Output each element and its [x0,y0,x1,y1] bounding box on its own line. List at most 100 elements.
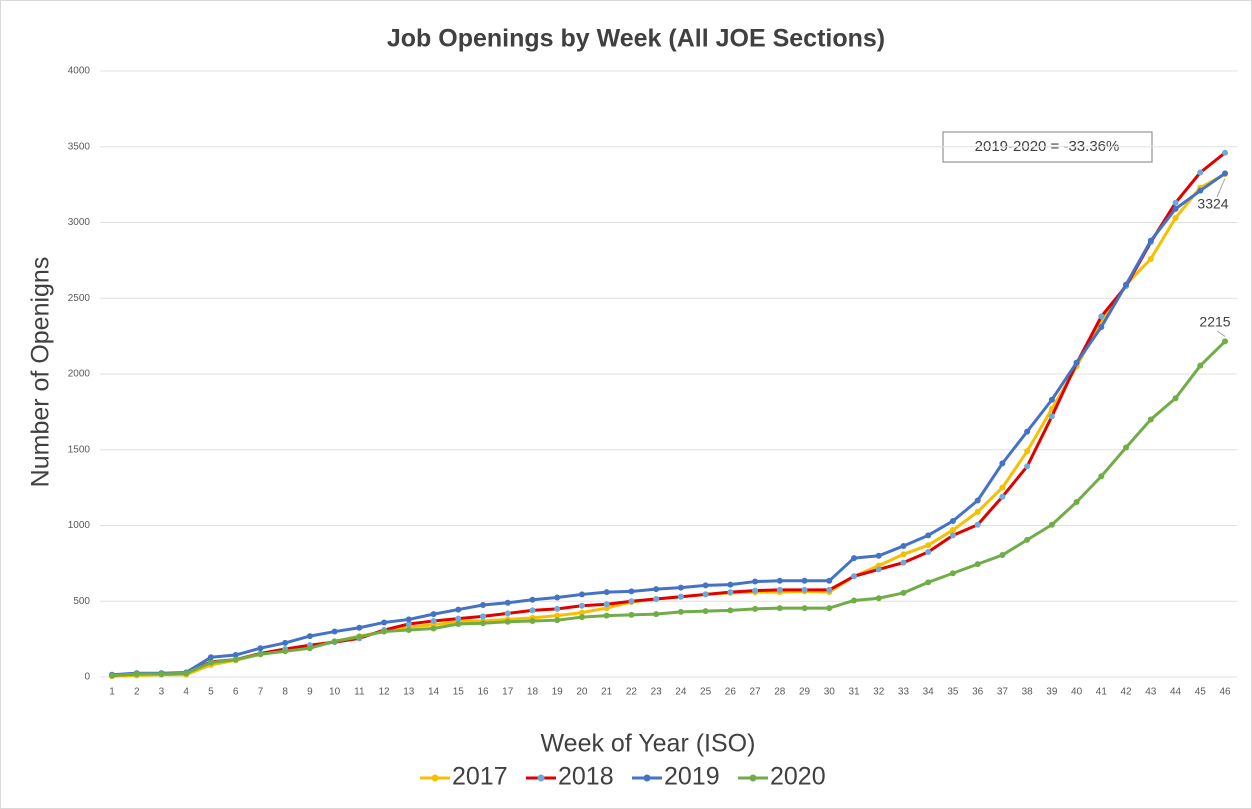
x-tick-label: 10 [329,687,341,698]
data-point [628,598,635,605]
data-point [554,612,561,619]
data-point [405,616,412,623]
data-point [603,589,610,596]
y-tick-label: 2000 [68,369,91,380]
data-point [1197,362,1204,369]
y-tick-label: 3000 [68,217,91,228]
y-tick-label: 3500 [68,141,91,152]
x-tick-label: 31 [848,687,860,698]
data-point [900,542,907,549]
legend-label: 2019 [664,763,720,791]
data-point [653,586,660,593]
data-point [974,561,981,568]
data-point [282,648,289,655]
data-point [430,617,437,624]
legend-marker [431,774,439,782]
data-point [331,628,338,635]
data-point [282,639,289,646]
data-point [1172,395,1179,402]
data-point [381,619,388,626]
data-point [232,652,239,659]
data-point [677,608,684,615]
data-point [875,566,882,573]
legend-label: 2018 [558,763,614,791]
data-point [578,591,585,598]
data-point [578,614,585,621]
x-tick-label: 40 [1071,687,1083,698]
x-tick-label: 43 [1145,687,1157,698]
x-tick-label: 36 [972,687,984,698]
data-point [1172,214,1179,221]
x-tick-label: 13 [403,687,415,698]
legend-label: 2017 [452,763,508,791]
data-point [925,579,932,586]
x-tick-label: 9 [307,687,313,698]
x-tick-label: 28 [774,687,786,698]
x-tick-label: 30 [824,687,836,698]
data-point [356,624,363,631]
data-point [628,611,635,618]
data-point [529,607,536,614]
data-point [826,586,833,593]
x-tick-label: 1 [109,687,115,698]
x-tick-label: 17 [502,687,514,698]
series-line [111,151,1226,677]
y-tick-label: 1500 [68,444,91,455]
data-point [900,559,907,566]
y-tick-label: 0 [84,672,90,683]
data-point [752,605,759,612]
data-point [529,596,536,603]
data-point [826,605,833,612]
x-tick-label: 5 [208,687,214,698]
x-tick-label: 4 [183,687,189,698]
data-point [1147,237,1154,244]
data-point [480,620,486,627]
label-leader [1216,178,1226,198]
x-tick-label: 45 [1195,687,1207,698]
data-point [529,617,536,624]
x-tick-label: 42 [1121,687,1133,698]
data-point [455,620,462,627]
x-tick-label: 25 [700,687,712,698]
data-point [405,627,412,634]
data-point [480,602,486,609]
x-tick-label: 37 [997,687,1009,698]
data-point [1197,187,1204,194]
data-point [430,625,437,632]
data-point [1048,521,1055,528]
legend-marker [749,774,757,782]
data-point [727,581,734,588]
data-point [702,608,709,615]
data-point [702,582,709,589]
x-tick-label: 22 [626,687,638,698]
data-point [801,586,808,593]
x-tick-label: 14 [428,687,440,698]
x-tick-label: 15 [453,687,465,698]
data-point [677,593,684,600]
data-point [1098,473,1105,480]
data-point [207,659,214,666]
data-point [776,605,783,612]
legend-marker [537,774,545,782]
data-point [851,597,857,604]
data-point [628,588,635,595]
data-point [1222,149,1228,156]
data-point [306,633,313,640]
y-axis-label: Number of Openigns [27,257,55,488]
x-tick-label: 44 [1170,687,1182,698]
data-point [1024,536,1031,543]
data-point [875,595,882,602]
data-point [554,617,561,624]
data-point [232,656,239,663]
data-point [900,589,907,596]
data-point [603,612,610,619]
x-axis-label: Week of Year (ISO) [541,730,756,758]
data-point [727,607,734,614]
data-point [925,549,932,556]
data-point [999,460,1006,467]
data-point [1024,428,1031,435]
data-point [925,532,932,539]
data-point [1123,444,1130,451]
data-point [1024,448,1031,455]
x-tick-label: 35 [947,687,959,698]
